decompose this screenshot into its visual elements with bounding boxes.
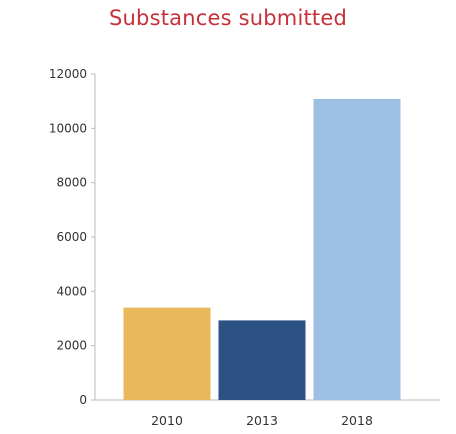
y-axis: 0 2000 4000 6000 8000 10000 12000 [49,67,96,407]
chart-title: Substances submitted [109,6,347,30]
x-tick-label-2013: 2013 [246,413,278,428]
y-tick-label: 12000 [49,67,87,81]
bar-2010 [123,307,211,400]
y-tick-label: 6000 [56,230,87,244]
y-tick-label: 2000 [56,339,87,353]
x-tick-label-2010: 2010 [151,413,183,428]
bar-2013 [218,320,306,400]
y-tick-label: 4000 [56,284,87,298]
y-tick-label: 10000 [49,121,87,135]
bar-2018 [313,98,401,400]
x-tick-label-2018: 2018 [341,413,373,428]
x-axis: 2010 2013 2018 [95,399,440,428]
y-tick-label: 0 [79,393,87,407]
bars-group [123,98,401,400]
y-tick-label: 8000 [56,176,87,190]
